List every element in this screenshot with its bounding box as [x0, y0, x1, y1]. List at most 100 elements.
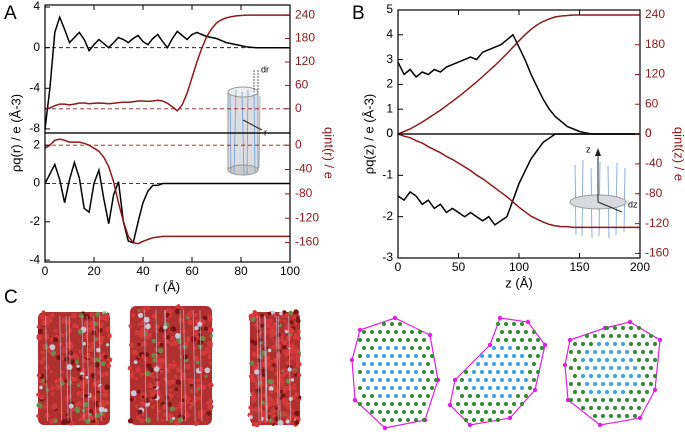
render-atom [141, 354, 145, 358]
render-atom [82, 341, 87, 346]
cluster-dot [589, 406, 593, 410]
cluster-dot [585, 366, 589, 370]
render-atom [78, 313, 84, 319]
cluster-dot [621, 406, 625, 410]
cluster-dot [508, 362, 512, 366]
render-atom [208, 399, 214, 405]
render-atom [198, 333, 202, 337]
cluster-dot [488, 418, 492, 422]
inset-label: z [586, 144, 591, 154]
outline-dot [382, 425, 388, 431]
render-atom [103, 313, 110, 320]
render-atom [99, 354, 104, 360]
cluster-dot [410, 330, 414, 334]
render-atom [289, 355, 295, 361]
y2-tick-label: -80 [645, 186, 663, 200]
render-atom [133, 360, 138, 365]
render-atom [97, 370, 102, 375]
x-tick-label: 0 [42, 264, 49, 278]
render-atom [40, 350, 46, 355]
cluster-dot [464, 370, 468, 374]
render-strand [179, 309, 183, 422]
cluster-dot [402, 378, 406, 382]
cluster-dot [577, 366, 581, 370]
cluster-dot [480, 370, 484, 374]
render-atom [172, 340, 179, 346]
cluster-dot [414, 354, 418, 358]
cluster-dot [398, 418, 402, 422]
render-atom [197, 321, 203, 327]
render-atom [91, 395, 97, 402]
render-atom [151, 313, 157, 319]
cluster-dot [476, 378, 480, 382]
render-atom [189, 378, 195, 384]
render-atom [288, 310, 293, 316]
cluster-dot [605, 326, 609, 330]
cluster-dot [569, 398, 573, 402]
cluster-dot [398, 386, 402, 390]
render-atom [277, 332, 282, 337]
cluster-dot [456, 386, 460, 390]
cluster-dot [617, 414, 621, 418]
render-atom [248, 405, 253, 410]
cluster-dot [528, 386, 532, 390]
render-atom [83, 321, 88, 326]
cluster-dot [512, 338, 516, 342]
render-atom [137, 322, 141, 327]
render-atom [272, 408, 276, 412]
render-atom [90, 341, 95, 345]
cluster-dot [520, 402, 524, 406]
outline-dot [525, 319, 531, 325]
cluster-dot [581, 358, 585, 362]
cluster-dot [605, 374, 609, 378]
cluster-dot [573, 374, 577, 378]
render-strand [93, 315, 97, 422]
render-atom [168, 314, 173, 318]
cluster-dot [460, 394, 464, 398]
outline-dot [597, 422, 603, 428]
cluster-dot [414, 386, 418, 390]
cluster-dot [609, 350, 613, 354]
render-atom [56, 355, 62, 361]
cluster-dot [496, 418, 500, 422]
cluster-dot [621, 374, 625, 378]
cluster-dot [390, 418, 394, 422]
cluster-dot [633, 382, 637, 386]
render-atom [129, 373, 134, 377]
render-atom [194, 325, 199, 331]
render-atom [74, 406, 81, 413]
render-atom [183, 393, 189, 400]
cluster-dot [601, 414, 605, 418]
render-atom [273, 387, 279, 393]
render-atom [151, 338, 157, 343]
outline-dot [447, 402, 453, 408]
y2-tick-label: 120 [645, 67, 665, 81]
cluster-dot [496, 322, 500, 326]
render-atom [181, 329, 186, 333]
render-atom [82, 401, 89, 408]
cluster-dot [536, 354, 540, 358]
cluster-dot [569, 366, 573, 370]
cluster-dot [406, 370, 410, 374]
cluster-dot [520, 386, 524, 390]
cluster-dot [378, 346, 382, 350]
cluster-dot [536, 338, 540, 342]
x-tick-label: 60 [185, 264, 199, 278]
render-atom [74, 359, 79, 365]
render-atom [277, 420, 284, 426]
cluster-dot [402, 346, 406, 350]
cluster-dot [382, 418, 386, 422]
render-atom [174, 375, 178, 379]
render-atom [139, 418, 145, 424]
render-atom [45, 388, 49, 392]
cluster-dot [390, 354, 394, 358]
cluster-dot [637, 406, 641, 410]
cluster-dot [621, 326, 625, 330]
cluster-dot [484, 362, 488, 366]
render-atom [268, 411, 272, 416]
cluster-dot [414, 418, 418, 422]
render-atom [56, 384, 62, 390]
cluster-dot [601, 382, 605, 386]
render-atom [294, 350, 298, 354]
render-atom [49, 344, 56, 351]
